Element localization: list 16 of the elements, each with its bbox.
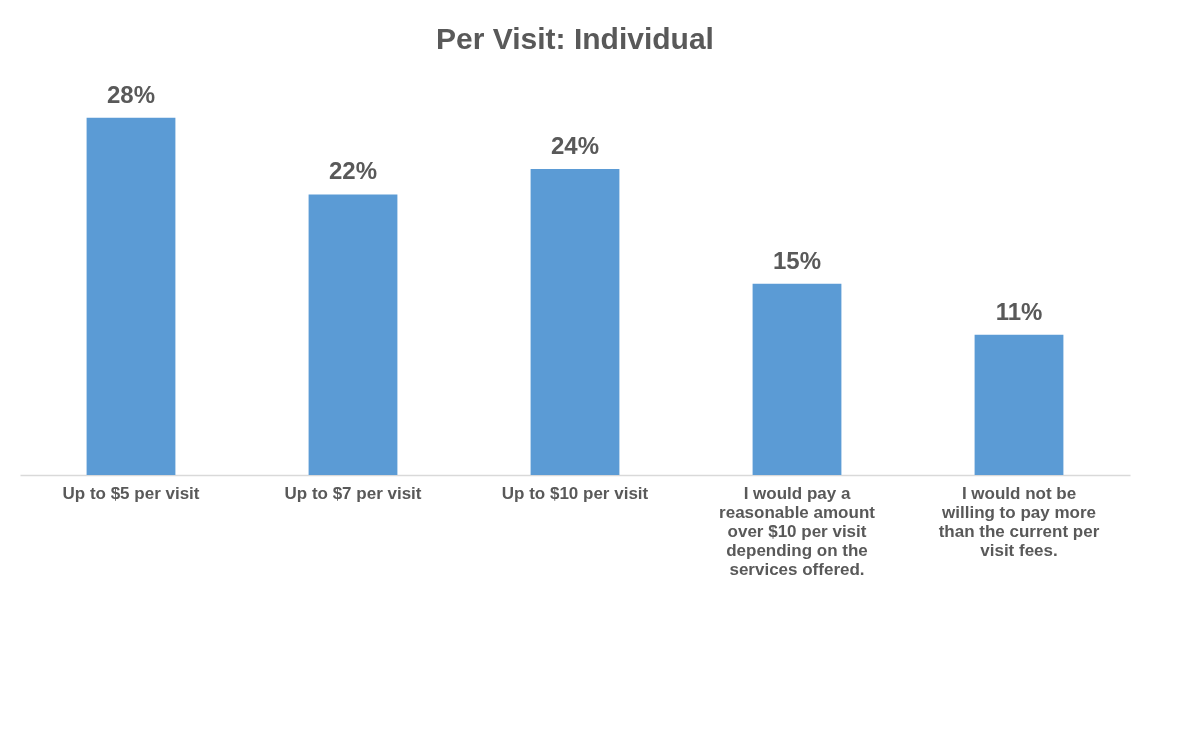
chart-title: Per Visit: Individual <box>436 22 714 55</box>
bar <box>308 194 398 475</box>
x-tick-label: Up to $5 per visit <box>62 483 200 503</box>
data-label: 24% <box>550 131 600 159</box>
x-tick-label: I would pay a reasonable amount over $10 per visit depending on the services offered. <box>719 483 876 579</box>
data-label: 11% <box>995 297 1043 325</box>
data-label: 22% <box>328 157 378 185</box>
bar <box>530 168 620 475</box>
bar <box>752 283 842 475</box>
data-label: 28% <box>106 80 156 108</box>
data-label: 15% <box>772 246 822 274</box>
x-tick-label: Up to $7 per visit <box>284 483 422 503</box>
x-tick-label: Up to $10 per visit <box>501 483 649 503</box>
bar <box>86 117 176 475</box>
x-tick-label: I would not be willing to pay more than the current per visit fees. <box>938 483 1100 560</box>
bar <box>974 334 1064 475</box>
